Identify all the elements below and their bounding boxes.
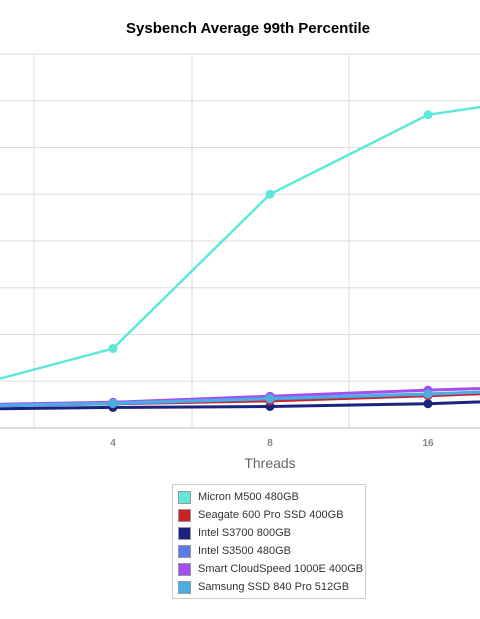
x-axis-title: Threads — [244, 455, 296, 471]
legend-label: Samsung SSD 840 Pro 512GB — [198, 581, 350, 593]
data-point — [265, 394, 275, 404]
legend-swatch — [178, 526, 191, 540]
legend-item[interactable]: Intel S3700 800GB — [173, 524, 365, 542]
series-0 — [0, 105, 480, 380]
legend: Micron M500 480GB Seagate 600 Pro SSD 400… — [172, 484, 366, 599]
legend-swatch — [178, 562, 191, 576]
legend-item[interactable]: Micron M500 480GB — [173, 488, 365, 506]
legend-label: Intel S3700 800GB — [198, 527, 291, 539]
legend-swatch — [178, 490, 191, 504]
data-point — [265, 189, 275, 199]
data-point — [108, 344, 118, 354]
legend-label: Micron M500 480GB — [198, 491, 299, 503]
legend-swatch — [178, 508, 191, 522]
legend-label: Seagate 600 Pro SSD 400GB — [198, 509, 344, 521]
legend-item[interactable]: Seagate 600 Pro SSD 400GB — [173, 506, 365, 524]
tick-layer: 4 8 16 — [110, 438, 434, 449]
series-5 — [0, 389, 480, 408]
legend-swatch — [178, 580, 191, 594]
x-tick-label: 4 — [110, 438, 116, 449]
grid-layer — [0, 53, 480, 429]
legend-item[interactable]: Intel S3500 480GB — [173, 542, 365, 560]
legend-label: Smart CloudSpeed 1000E 400GB — [198, 563, 364, 575]
legend-item[interactable]: Samsung SSD 840 Pro 512GB — [173, 578, 365, 596]
legend-label: Intel S3500 480GB — [198, 545, 291, 557]
data-point — [423, 110, 433, 120]
data-point — [423, 399, 433, 409]
series-layer — [0, 105, 480, 412]
legend-item[interactable]: Smart CloudSpeed 1000E 400GB — [173, 560, 365, 578]
data-point — [108, 398, 118, 408]
legend-swatch — [178, 544, 191, 558]
x-tick-label: 8 — [267, 438, 273, 449]
data-point — [423, 389, 433, 399]
chart-title: Sysbench Average 99th Percentile — [126, 20, 370, 37]
x-tick-label: 16 — [422, 438, 434, 449]
